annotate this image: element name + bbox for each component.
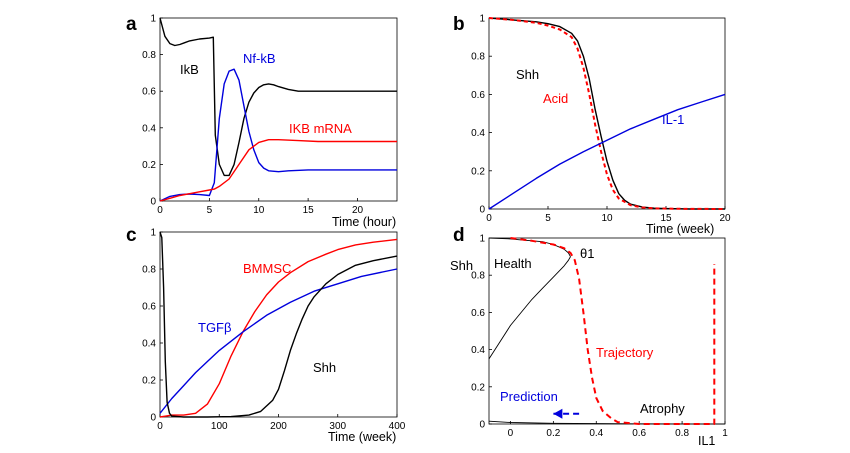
- panel-letter-a: a: [126, 14, 137, 35]
- ticks-c: 0 100 200 300 400 0 0.2 0.4 0.6 0.8 1: [142, 228, 406, 433]
- x-tick-label: 10: [253, 205, 265, 216]
- x-tick-label: 0: [157, 205, 163, 216]
- series-label-nfkb: Nf-kB: [243, 51, 276, 66]
- series-label-il1: IL-1: [662, 112, 684, 127]
- x-axis-label-d: IL1: [698, 434, 715, 448]
- y-tick-label: 0.6: [142, 87, 156, 98]
- x-axis-label-c: Time (week): [328, 430, 396, 444]
- panel-c: c 0 100 200 300 400 0 0.2 0.4 0.6 0.8 1 BMMSC TGFβ…: [126, 225, 406, 444]
- x-tick-label: 0: [157, 421, 163, 432]
- series-c: [159, 231, 398, 418]
- y-tick-label: 0.6: [142, 302, 156, 313]
- y-tick-label: 0.4: [471, 128, 485, 139]
- plot-frame-b: [488, 17, 726, 210]
- series-label-shh-c: Shh: [313, 360, 336, 375]
- series-line-c-2: [159, 231, 398, 418]
- series-line-c-1: [159, 268, 398, 414]
- y-tick-label: 0: [479, 420, 485, 431]
- series-line-c-0: [159, 238, 398, 418]
- y-tick-label: 0.8: [471, 271, 485, 282]
- y-tick-label: 0.8: [142, 265, 156, 276]
- x-tick-label: 20: [719, 213, 731, 224]
- series-label-bmmsc: BMMSC: [243, 261, 291, 276]
- x-tick-label: 0.8: [675, 428, 689, 439]
- y-tick-label: 0: [150, 197, 156, 208]
- y-axis-label-d: Shh: [450, 258, 473, 273]
- panel-a: a 0 5 10 15 20 0 0.2 0.4 0.6 0.8 1 IkB Nf-kB IKB m…: [126, 14, 398, 229]
- x-axis-label-a: Time (hour): [332, 215, 396, 229]
- y-tick-label: 0.4: [471, 345, 485, 356]
- y-tick-label: 0.8: [142, 50, 156, 61]
- annotation-health: Health: [494, 256, 532, 271]
- y-tick-label: 1: [479, 14, 485, 25]
- ticks-a: 0 5 10 15 20 0 0.2 0.4 0.6 0.8 1: [142, 14, 363, 217]
- series-line-d-2: [488, 420, 726, 425]
- prediction-arrowhead: [553, 408, 563, 419]
- series-label-shh: Shh: [516, 67, 539, 82]
- series-line-d-1: [488, 256, 571, 360]
- y-tick-label: 0.6: [471, 308, 485, 319]
- panel-d: d 0 0.2 0.4 0.6 0.8 1 0 0.2 0.4 0.6 0.8 1 Shh Healt…: [450, 225, 728, 448]
- y-tick-label: 0.2: [142, 376, 156, 387]
- x-tick-label: 0.4: [589, 428, 603, 439]
- series-label-acid: Acid: [543, 91, 568, 106]
- series-line-d-0: [488, 237, 571, 257]
- x-axis-label-b: Time (week): [646, 222, 714, 236]
- x-tick-label: 0: [486, 213, 492, 224]
- x-tick-label: 300: [329, 421, 346, 432]
- series-label-ikb: IkB: [180, 62, 199, 77]
- x-tick-label: 10: [601, 213, 613, 224]
- x-tick-label: 400: [389, 421, 406, 432]
- y-tick-label: 1: [479, 234, 485, 245]
- ticks-d: 0 0.2 0.4 0.6 0.8 1 0 0.2 0.4 0.6 0.8 1: [471, 234, 728, 440]
- series-line-a-1: [159, 68, 397, 202]
- series-line-a-0: [159, 17, 397, 177]
- x-tick-label: 15: [303, 205, 315, 216]
- y-tick-label: 0.4: [142, 339, 156, 350]
- y-tick-label: 0.6: [471, 90, 485, 101]
- series-d: [488, 237, 726, 425]
- plot-frame-a: [159, 17, 398, 202]
- panel-letter-c: c: [126, 225, 137, 246]
- x-tick-label: 0.6: [632, 428, 646, 439]
- annotation-theta1: θ1: [580, 246, 594, 261]
- x-tick-label: 0.2: [546, 428, 560, 439]
- y-tick-label: 0.2: [142, 160, 156, 171]
- annotation-atrophy: Atrophy: [640, 401, 685, 416]
- x-tick-label: 15: [660, 213, 672, 224]
- panel-letter-b: b: [453, 14, 465, 35]
- series-line-b-1: [488, 17, 726, 210]
- y-tick-label: 0: [150, 413, 156, 424]
- x-tick-label: 100: [211, 421, 228, 432]
- y-tick-label: 0: [479, 205, 485, 216]
- series-line-b-2: [488, 93, 726, 210]
- series-line-a-2: [159, 139, 397, 202]
- panel-letter-d: d: [453, 225, 465, 246]
- y-tick-label: 0.2: [471, 382, 485, 393]
- series-b: [488, 17, 726, 210]
- x-tick-label: 20: [352, 205, 364, 216]
- series-a: [159, 17, 397, 202]
- x-tick-label: 5: [545, 213, 551, 224]
- y-tick-label: 0.2: [471, 166, 485, 177]
- x-tick-label: 5: [207, 205, 213, 216]
- series-label-trajectory: Trajectory: [596, 345, 654, 360]
- series-label-prediction: Prediction: [500, 389, 558, 404]
- series-label-tgfb: TGFβ: [198, 320, 231, 335]
- x-tick-label: 0: [508, 428, 514, 439]
- series-line-b-0: [488, 17, 725, 210]
- x-tick-label: 200: [270, 421, 287, 432]
- series-line-d-3: [510, 237, 716, 425]
- series-label-ikb-mrna: IKB mRNA: [289, 121, 352, 136]
- y-tick-label: 0.8: [471, 52, 485, 63]
- ticks-b: 0 5 10 15 20 0 0.2 0.4 0.6 0.8 1: [471, 14, 731, 225]
- y-tick-label: 1: [150, 14, 156, 25]
- x-tick-label: 1: [722, 428, 728, 439]
- y-tick-label: 1: [150, 228, 156, 239]
- panel-b: b 0 5 10 15 20 0 0.2 0.4 0.6 0.8 1 Shh Acid IL-1 T…: [453, 14, 731, 237]
- y-tick-label: 0.4: [142, 123, 156, 134]
